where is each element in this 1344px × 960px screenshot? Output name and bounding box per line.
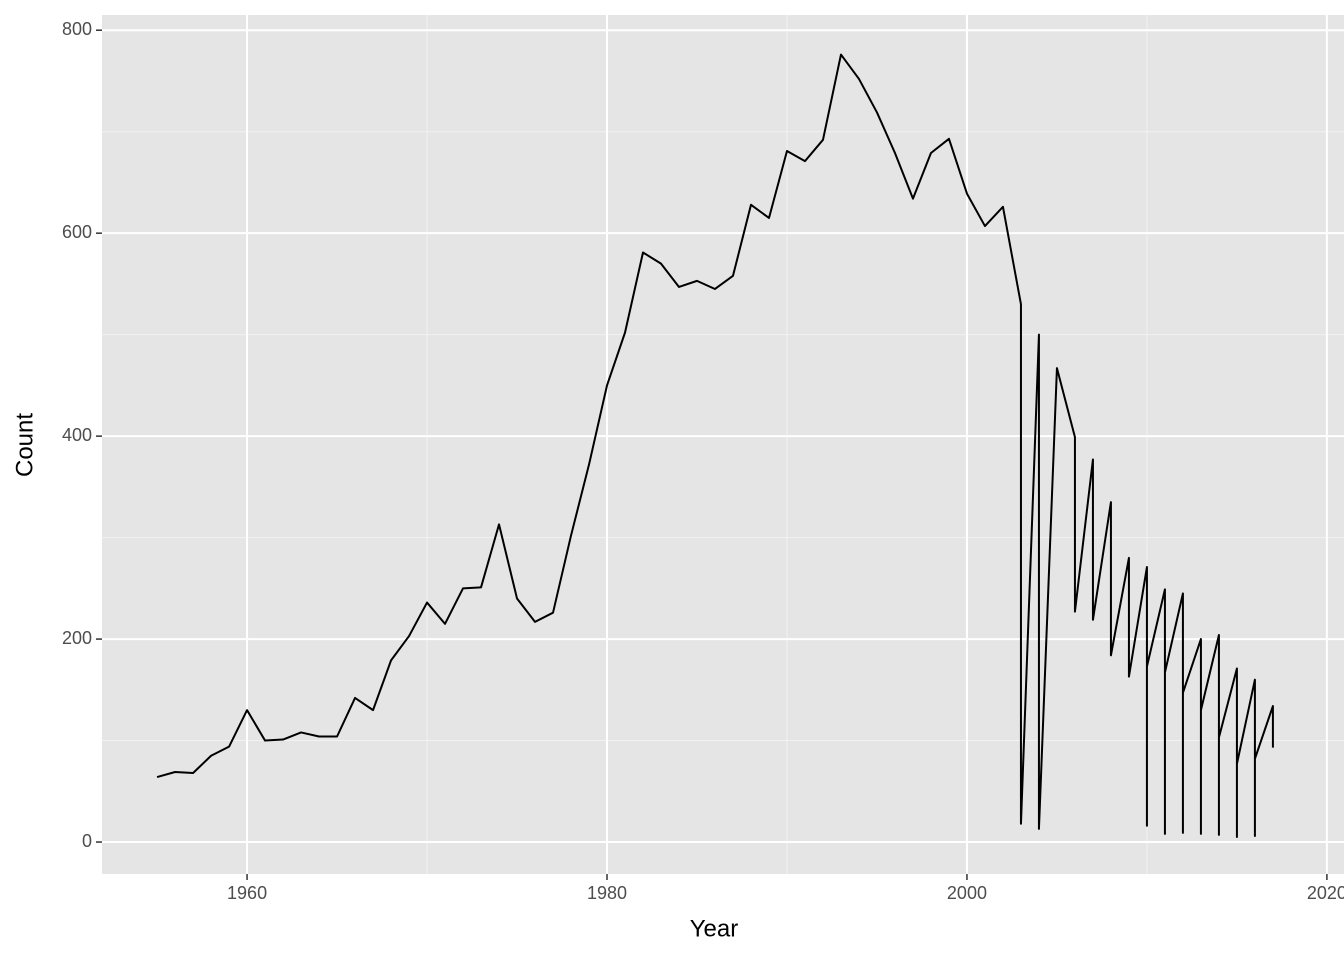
y-tick-label: 0 xyxy=(82,831,92,851)
data-line xyxy=(156,53,1274,838)
y-tick-label: 800 xyxy=(62,19,92,39)
plot-background xyxy=(102,15,1344,874)
y-tick-label: 400 xyxy=(62,425,92,445)
y-tick-label: 600 xyxy=(62,222,92,242)
x-tick-label: 2000 xyxy=(947,883,987,903)
x-axis-title: Year xyxy=(690,915,739,942)
y-axis-title: Count xyxy=(11,413,38,477)
y-tick-label: 200 xyxy=(62,628,92,648)
x-tick-label: 1960 xyxy=(227,883,267,903)
x-tick-label: 2020 xyxy=(1307,883,1344,903)
x-tick-label: 1980 xyxy=(587,883,627,903)
